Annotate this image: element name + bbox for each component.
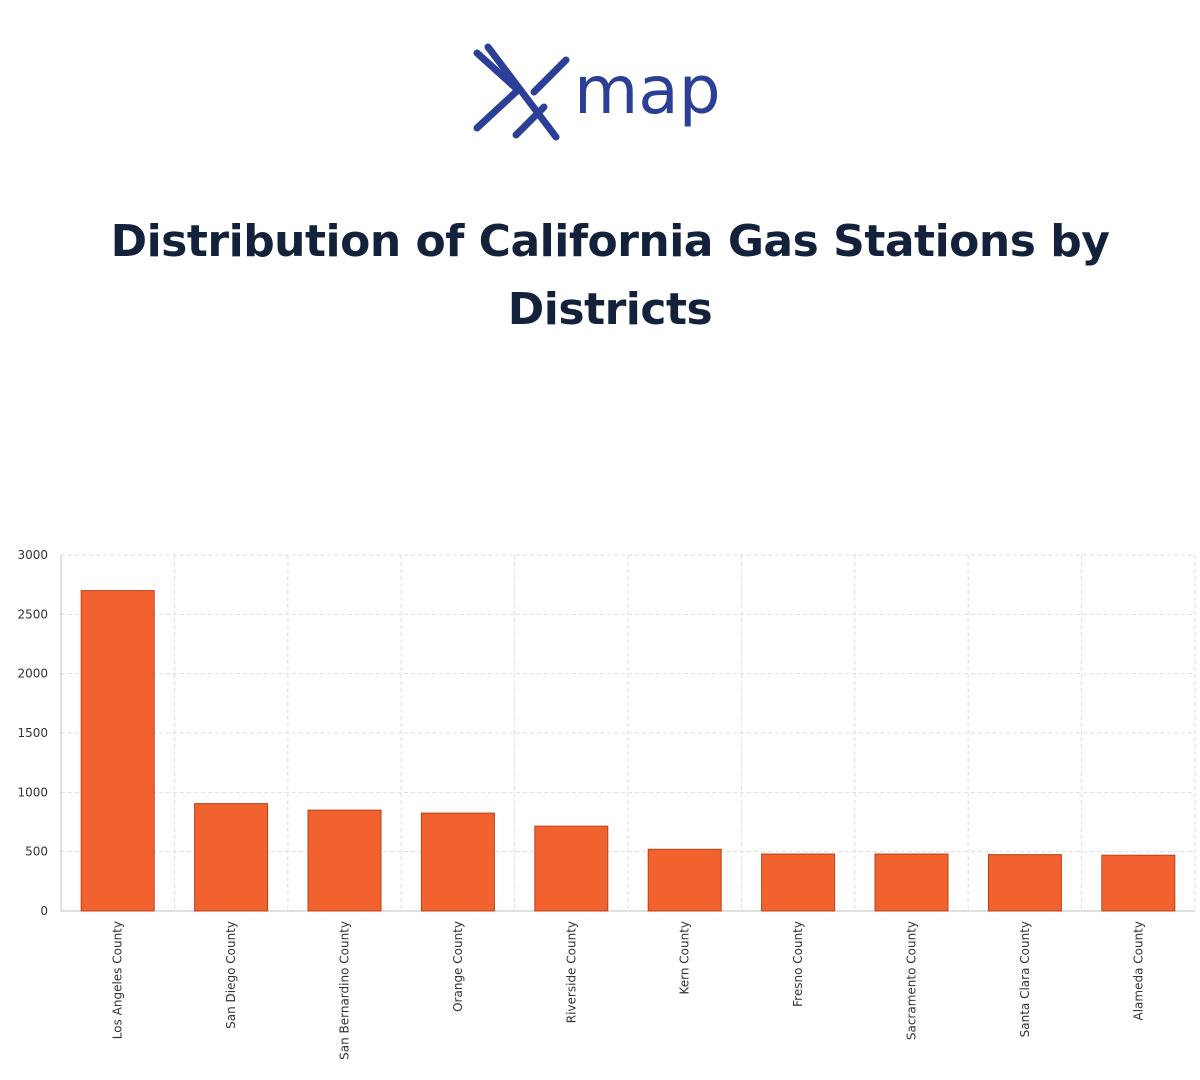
bar — [987, 854, 1062, 912]
x-tick-label: Fresno County — [791, 921, 805, 1007]
y-tick-label: 1500 — [17, 726, 48, 740]
xmap-logo: map — [473, 43, 721, 141]
x-axis-tick-labels: Los Angeles County San Diego County San Be… — [111, 921, 1146, 1060]
y-tick-label: 500 — [25, 845, 48, 859]
y-tick-label: 3000 — [17, 548, 48, 562]
y-axis-tick-labels: 0 500 1000 1500 2000 2500 3000 — [17, 548, 48, 918]
x-tick-label: Santa Clara County — [1018, 921, 1032, 1037]
x-tick-label: Sacramento County — [905, 921, 919, 1040]
x-tick-label: San Bernardino County — [338, 921, 352, 1060]
bar — [80, 590, 155, 912]
bar-chart: 0 500 1000 1500 2000 2500 3000 Los Angeles Cou… — [17, 548, 1196, 1060]
bar — [1101, 854, 1176, 912]
chart-bars — [80, 590, 1176, 912]
x-mark-icon — [473, 43, 570, 141]
logo-wordmark: map — [574, 52, 721, 129]
x-tick-label: Orange County — [451, 921, 465, 1012]
x-tick-label: San Diego County — [224, 921, 238, 1029]
page-title: Distribution of California Gas Stations … — [110, 216, 1110, 335]
bar — [647, 848, 722, 912]
x-tick-label: Alameda County — [1131, 921, 1145, 1021]
bar — [761, 853, 836, 912]
y-tick-label: 0 — [40, 904, 48, 918]
y-tick-label: 1000 — [17, 785, 48, 799]
bar — [420, 812, 495, 912]
bar — [194, 803, 269, 912]
x-tick-label: Kern County — [678, 921, 692, 995]
y-tick-label: 2000 — [17, 667, 48, 681]
x-tick-label: Riverside County — [564, 921, 578, 1023]
bar — [874, 853, 949, 912]
y-tick-label: 2500 — [17, 607, 48, 621]
bar — [307, 809, 382, 912]
bar — [534, 825, 609, 912]
chart-grid — [61, 554, 1196, 911]
x-tick-label: Los Angeles County — [111, 921, 125, 1039]
